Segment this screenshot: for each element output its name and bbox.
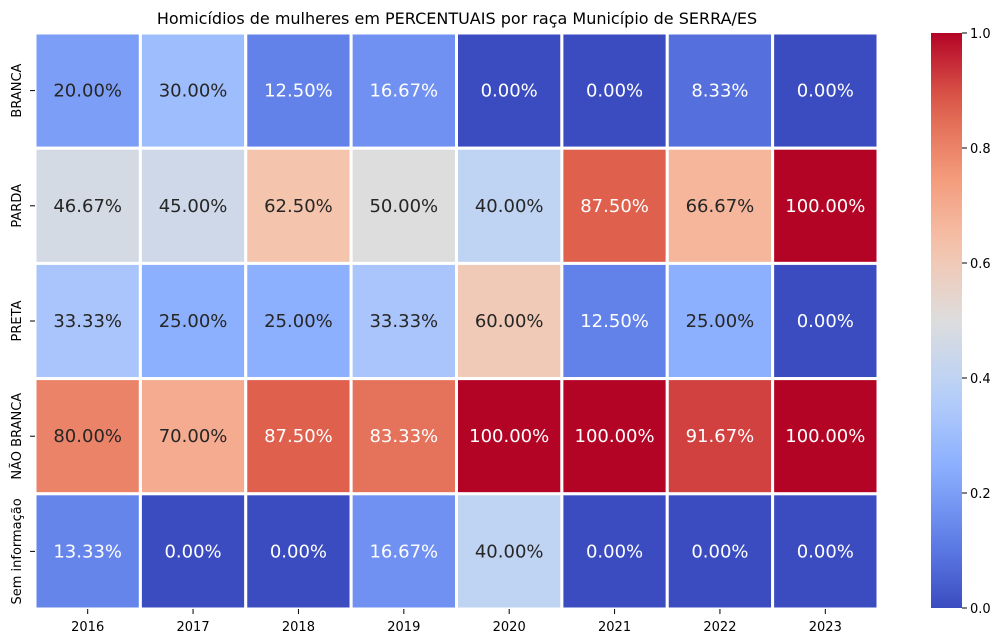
cell-value-label: 16.67% <box>369 541 438 562</box>
cell-value-label: 0.00% <box>797 81 854 102</box>
cell-value-label: 20.00% <box>53 81 122 102</box>
colorbar-tick-label: 0.6 <box>970 257 991 272</box>
heatmap-cell <box>244 377 353 496</box>
cell-value-label: 100.00% <box>575 426 655 447</box>
cell-value-label: 83.33% <box>369 426 438 447</box>
x-tick-label: 2019 <box>387 620 420 635</box>
cell-value-label: 0.00% <box>797 311 854 332</box>
heatmap-cell <box>349 146 458 265</box>
colorbar-tick-label: 0.4 <box>970 372 991 387</box>
x-tick-label: 2020 <box>493 620 526 635</box>
y-axis: BRANCA PARDA PRETA NÃO BRANCA Sem informação <box>9 63 35 605</box>
heatmap-cell <box>771 31 880 150</box>
heatmap-cell <box>138 31 248 150</box>
cell-value-label: 0.00% <box>797 541 854 562</box>
cell-value-label: 87.50% <box>264 426 333 447</box>
cell-value-label: 50.00% <box>369 196 438 217</box>
cell-value-label: 0.00% <box>481 81 538 102</box>
cell-value-label: 40.00% <box>475 541 544 562</box>
heatmap-cell <box>138 261 248 381</box>
colorbar: 0.0 0.2 0.4 0.6 0.8 1.0 <box>931 27 991 617</box>
y-tick-label: PRETA <box>10 300 25 341</box>
y-tick-label: NÃO BRANCA <box>9 393 25 480</box>
colorbar-tick-label: 1.0 <box>970 27 991 42</box>
cell-value-label: 0.00% <box>164 541 221 562</box>
x-tick-label: 2021 <box>598 620 631 635</box>
cell-value-label: 70.00% <box>159 426 228 447</box>
colorbar-gradient <box>931 33 962 608</box>
heatmap-cell <box>771 261 880 381</box>
heatmap-cell <box>771 146 880 265</box>
x-axis: 2016 2017 2018 2019 2020 2021 2022 2023 <box>71 609 842 635</box>
cell-value-label: 91.67% <box>686 426 755 447</box>
cell-value-label: 0.00% <box>586 541 643 562</box>
colorbar-tick-label: 0.0 <box>970 602 991 617</box>
heatmap-cell <box>349 261 458 381</box>
x-tick-label: 2023 <box>809 620 842 635</box>
cell-value-label: 25.00% <box>264 311 333 332</box>
cell-value-label: 62.50% <box>264 196 333 217</box>
colorbar-tick-label: 0.2 <box>970 487 991 502</box>
heatmap-cell <box>560 261 669 381</box>
cell-value-label: 40.00% <box>475 196 544 217</box>
cell-value-label: 60.00% <box>475 311 544 332</box>
heatmap-cell <box>560 31 669 150</box>
cell-value-label: 45.00% <box>159 196 228 217</box>
cell-value-label: 100.00% <box>785 196 865 217</box>
cell-value-label: 8.33% <box>691 81 748 102</box>
heatmap-cell <box>455 377 564 496</box>
cell-value-label: 87.50% <box>580 196 649 217</box>
x-tick-label: 2022 <box>703 620 736 635</box>
cell-value-label: 0.00% <box>270 541 327 562</box>
cell-value-label: 12.50% <box>580 311 649 332</box>
heatmap-cell <box>349 492 458 611</box>
x-tick-label: 2016 <box>71 620 104 635</box>
heatmap-cell <box>665 261 775 381</box>
heatmap-cell <box>455 261 564 381</box>
heatmap-cell <box>244 261 353 381</box>
cell-value-label: 30.00% <box>159 81 228 102</box>
cell-value-label: 16.67% <box>369 81 438 102</box>
cell-value-label: 100.00% <box>469 426 549 447</box>
heatmap-cell <box>349 377 458 496</box>
x-tick-label: 2018 <box>282 620 315 635</box>
cell-value-label: 25.00% <box>686 311 755 332</box>
cell-value-label: 12.50% <box>264 81 333 102</box>
heatmap-cells: 20.00% 30.00% 12.50% 16.67% 0.00% 0.00% 8.33% 0… <box>33 31 880 611</box>
y-tick-label: Sem informação <box>10 498 25 604</box>
cell-value-label: 33.33% <box>53 311 122 332</box>
colorbar-tick-label: 0.8 <box>970 142 991 157</box>
cell-value-label: 80.00% <box>53 426 122 447</box>
x-tick-label: 2017 <box>177 620 210 635</box>
cell-value-label: 46.67% <box>53 196 122 217</box>
heatmap-cell <box>138 146 248 265</box>
y-tick-label: PARDA <box>10 184 25 228</box>
y-tick-label: BRANCA <box>10 63 25 117</box>
cell-value-label: 66.67% <box>686 196 755 217</box>
cell-value-label: 33.33% <box>369 311 438 332</box>
cell-value-label: 0.00% <box>586 81 643 102</box>
cell-value-label: 13.33% <box>53 541 122 562</box>
heatmap-cell <box>455 492 564 611</box>
cell-value-label: 100.00% <box>785 426 865 447</box>
cell-value-label: 0.00% <box>691 541 748 562</box>
cell-value-label: 25.00% <box>159 311 228 332</box>
heatmap-cell <box>560 146 669 265</box>
chart-title: Homicídios de mulheres em PERCENTUAIS po… <box>157 9 757 28</box>
heatmap-cell <box>665 377 775 496</box>
